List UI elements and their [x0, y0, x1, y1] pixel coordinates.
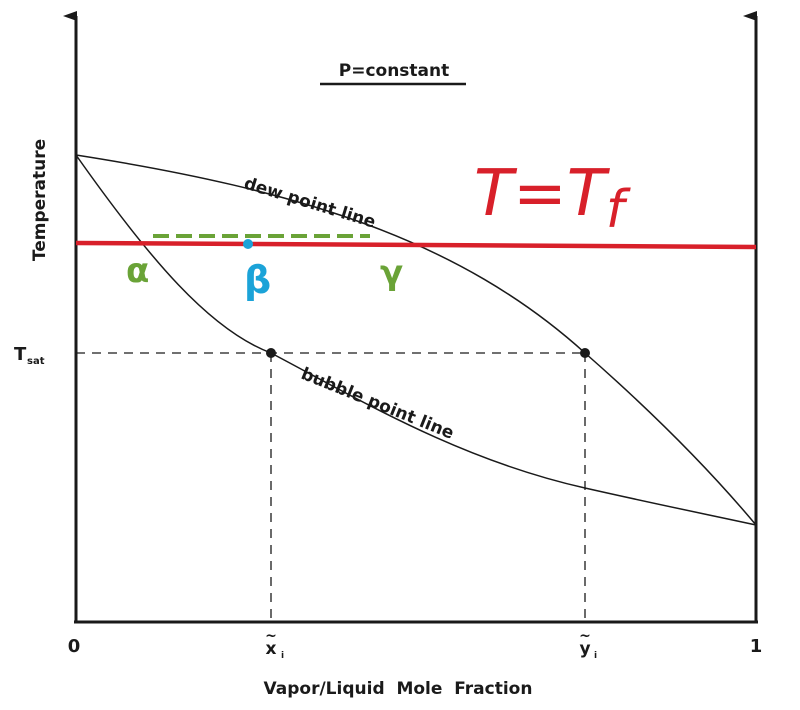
- x-tick-x1-tilde: ~: [265, 628, 277, 644]
- y-axis-label: Temperature: [30, 139, 50, 261]
- y-tick-tsat-sub: sat: [27, 356, 45, 367]
- x-axis-label: Vapor/Liquid Mole Fraction: [264, 679, 533, 699]
- x-tick-x1-sub: i: [281, 651, 284, 661]
- gamma-label: γ: [380, 253, 403, 293]
- x-tick-one: 1: [750, 636, 763, 657]
- x-tick-y1-sub: i: [594, 651, 597, 661]
- x-tick-y1-tilde: ~: [579, 628, 591, 644]
- tf-annotation-sub: f: [606, 180, 631, 240]
- alpha-label: α: [126, 251, 149, 291]
- beta-label: β: [244, 258, 271, 302]
- tf-line: [75, 240, 757, 250]
- bubble-point-curve: [75, 154, 757, 526]
- x-tick-x1: ~ x i: [265, 628, 284, 661]
- x-tick-x1-label: x: [266, 639, 277, 659]
- beta-point: [243, 239, 253, 249]
- tf-annotation: T=Tf: [474, 157, 631, 240]
- x-tick-y1: ~ y i: [579, 628, 597, 661]
- dew-point-curve: [75, 154, 757, 526]
- diagram-title: P=constant: [339, 61, 450, 81]
- y-tick-tsat: T sat: [14, 344, 45, 367]
- y1-point: [580, 348, 590, 358]
- tf-annotation-main: T=T: [474, 157, 611, 231]
- x1-point: [266, 348, 276, 358]
- bubble-point-label: bubble point line: [298, 364, 457, 444]
- y-tick-tsat-label: T: [14, 344, 27, 365]
- dew-point-label: dew point line: [242, 174, 378, 233]
- x-tick-y1-label: y: [579, 639, 590, 659]
- x-tick-zero: 0: [68, 636, 81, 657]
